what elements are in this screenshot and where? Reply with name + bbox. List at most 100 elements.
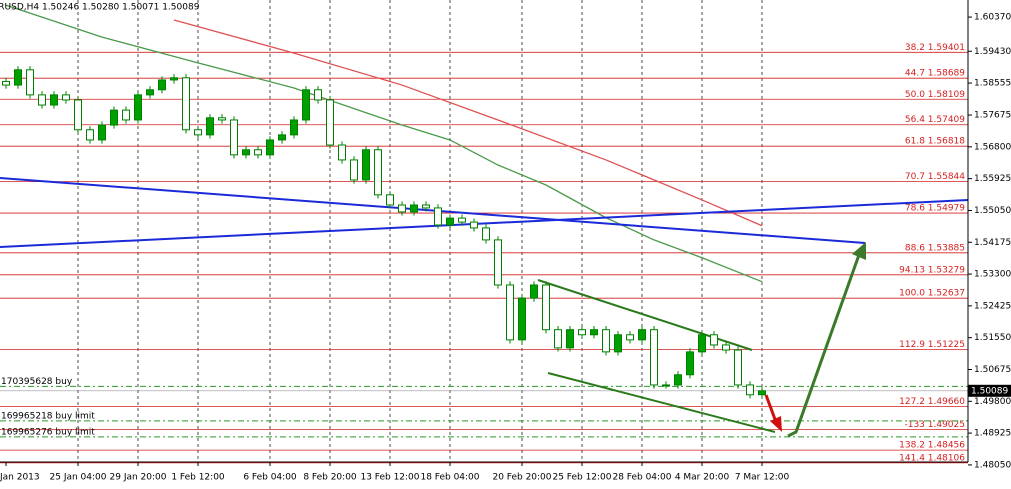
candle-body: [674, 374, 682, 386]
price-tag-label: 1.50089: [971, 386, 1008, 396]
x-tick-label: 25 Jan 04:00: [50, 473, 107, 483]
candle-body: [734, 349, 742, 386]
fib-label: 141.4 1.48106: [899, 453, 965, 463]
y-tick-label: 1.55925: [974, 174, 1011, 184]
fib-label: 50.0 1.58109: [905, 90, 965, 100]
fib-label: 94.13 1.53279: [899, 265, 965, 275]
candle-body: [614, 334, 622, 353]
y-tick-label: 1.51550: [974, 333, 1011, 343]
candle-body: [518, 297, 526, 341]
candle-body: [170, 77, 178, 81]
candle-body: [134, 94, 142, 121]
candle-body: [38, 94, 46, 106]
candle-body: [338, 144, 346, 161]
candle-body: [110, 109, 118, 126]
candle-body: [50, 94, 58, 106]
candle-body: [422, 204, 430, 209]
fib-label: 138.2 1.48456: [899, 441, 965, 451]
candle-body: [326, 99, 334, 146]
y-tick-label: 1.58555: [974, 79, 1011, 89]
y-tick-label: 1.53300: [974, 270, 1011, 280]
fib-label: 88.6 1.53885: [905, 243, 965, 253]
candle-body: [698, 334, 706, 353]
candle-body: [182, 77, 190, 131]
x-tick-label: 8 Feb 20:00: [303, 473, 357, 483]
chart-title: EURUSD,H4 1.50246 1.50280 1.50071 1.5008…: [0, 3, 200, 13]
x-tick-label: 25 Feb 12:00: [552, 473, 611, 483]
candle-body: [86, 129, 94, 141]
x-tick-label: 4 Mar 20:00: [675, 473, 730, 483]
fib-label: 44.7 1.58689: [905, 69, 965, 79]
fib-label: 78.6 1.54979: [905, 204, 965, 214]
y-tick-label: 1.55050: [974, 206, 1011, 216]
fib-label: 112.9 1.51225: [899, 340, 965, 350]
candle-body: [254, 149, 262, 156]
y-tick-label: 1.52425: [974, 301, 1011, 311]
levels: 38.2 1.59401 44.7 1.58689 50.0 1.58109 56.4…: [0, 4, 968, 463]
candle-body: [554, 329, 562, 349]
fib-label: 70.7 1.55844: [905, 172, 965, 182]
candle-body: [74, 99, 82, 131]
x-tick-label: 29 Jan 20:00: [110, 473, 167, 483]
candle-body: [302, 89, 310, 121]
candle-body: [722, 344, 730, 351]
moving-average: [173, 19, 763, 227]
order-label: 170395628 buy: [1, 377, 73, 387]
arrow-head: [852, 242, 866, 260]
candle-body: [242, 149, 250, 156]
candle-body: [386, 194, 394, 206]
order-label: 169965218 buy limit: [1, 411, 95, 421]
candle-body: [362, 149, 370, 181]
x-tick-label: 20 Feb 20:00: [492, 473, 551, 483]
candle-body: [146, 89, 154, 96]
candle-body: [350, 159, 358, 181]
candle-body: [482, 227, 490, 241]
y-tick-label: 1.48050: [974, 460, 1011, 470]
x-tick-label: 7 Mar 12:00: [735, 473, 790, 483]
arrow: [764, 394, 778, 423]
candle-body: [758, 390, 766, 396]
y-tick-label: 1.57675: [974, 111, 1011, 121]
candle-body: [458, 217, 466, 223]
candle-body: [542, 284, 550, 331]
candle-body: [626, 334, 634, 341]
candle-body: [434, 207, 442, 226]
y-tick-label: 1.49800: [974, 397, 1011, 407]
candle-body: [602, 329, 610, 353]
candle-body: [14, 69, 22, 86]
candle-body: [206, 117, 214, 136]
fib-label: -133 1.49025: [904, 420, 965, 430]
x-tick-label: Jan 2013: [0, 473, 40, 483]
fib-label: 100.0 1.52637: [899, 289, 965, 299]
candle-body: [410, 204, 418, 213]
candle-body: [26, 69, 34, 96]
candle-body: [218, 117, 226, 121]
candle-body: [710, 334, 718, 346]
x-tick-label: 28 Feb 04:00: [612, 473, 671, 483]
x-tick-label: 18 Feb 04:00: [420, 473, 479, 483]
fib-label: 56.4 1.57409: [905, 115, 965, 125]
candle-body: [62, 94, 70, 101]
candle-body: [158, 79, 166, 91]
candle-body: [470, 221, 478, 229]
candle-body: [650, 329, 658, 386]
candle-body: [590, 329, 598, 336]
candle-body: [122, 109, 130, 121]
drawings: [0, 177, 969, 438]
x-tick-label: 6 Feb 04:00: [243, 473, 297, 483]
candle-body: [194, 129, 202, 136]
candle-body: [290, 119, 298, 136]
y-tick-label: 1.56800: [974, 142, 1011, 152]
grid: [77, 0, 763, 462]
candle-body: [314, 89, 322, 101]
trend-line: [0, 177, 866, 244]
candle-body: [230, 119, 238, 156]
channel-line: [547, 372, 776, 433]
candle-body: [278, 134, 286, 141]
order-label: 169965276 buy limit: [1, 427, 95, 437]
candle-body: [2, 80, 10, 86]
moving-average: [5, 4, 763, 283]
